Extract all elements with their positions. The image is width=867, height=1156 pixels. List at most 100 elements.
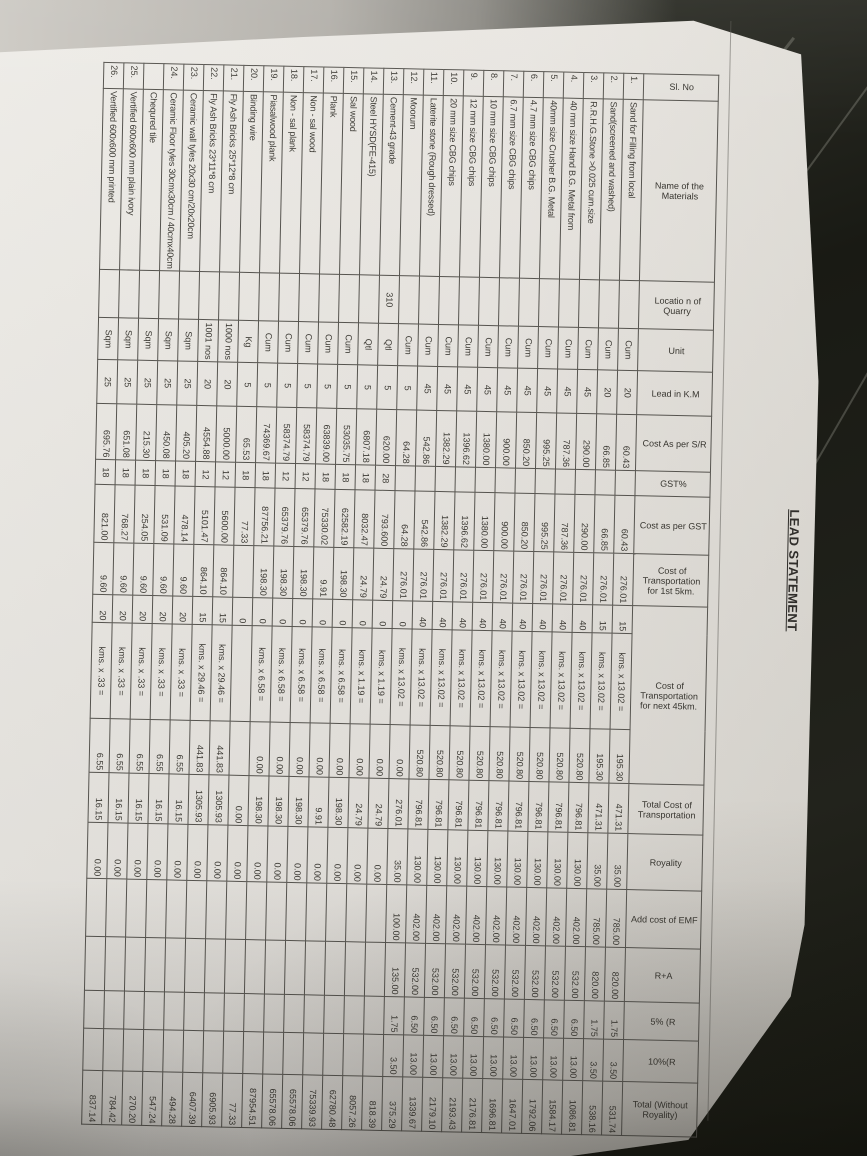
- cell-total_transport: 796.81: [507, 781, 529, 832]
- cell-royality: 0.00: [86, 822, 108, 880]
- cell-quarry: [318, 274, 340, 323]
- cell-sl: 19.: [263, 65, 284, 93]
- cell-cost_sr: 58374.79: [275, 407, 297, 464]
- col-header-r-plus-a: R+A: [624, 947, 701, 1004]
- cell-gst: 12: [274, 463, 296, 489]
- cell-cost_sr: 53035.75: [335, 408, 357, 466]
- cell-total: 1086.81: [561, 1080, 583, 1136]
- cell-formula: kms. x 13.02 =: [410, 629, 433, 726]
- cell-rpa: [264, 940, 286, 995]
- col-header-5-percent: 5% (R: [623, 1001, 700, 1042]
- cell-name: 6.7 mm size CBG chips: [499, 96, 524, 279]
- cell-first5: 276.01: [432, 549, 454, 603]
- cell-first5: 276.01: [472, 550, 494, 604]
- cell-quarry: [418, 276, 440, 325]
- cell-total_transport: 0.00: [227, 775, 249, 826]
- cell-total: 75339.93: [301, 1075, 323, 1130]
- cell-total: 1584.17: [541, 1080, 563, 1135]
- cell-p10: [122, 1029, 144, 1072]
- cell-gst: 18: [354, 465, 376, 491]
- cell-p10: 13.00: [482, 1036, 504, 1080]
- cell-rpa: 135.00: [384, 942, 406, 998]
- cell-quarry: 310: [378, 275, 400, 324]
- cell-rpa: [324, 941, 346, 997]
- cell-kms: 0: [352, 600, 373, 629]
- cell-next45: 0.00: [288, 722, 311, 778]
- cell-kms: 40: [472, 602, 493, 632]
- cell-name: Cement-43 grade: [379, 94, 404, 277]
- cell-sl: 26.: [103, 62, 124, 89]
- cell-lead: 45: [416, 366, 438, 411]
- cell-cost_gst: 62582.19: [333, 489, 355, 549]
- cell-unit: Cum: [317, 322, 339, 365]
- cell-quarry: [458, 277, 480, 326]
- cell-emf: 402.00: [405, 885, 427, 944]
- cell-royality: 0.00: [226, 825, 248, 882]
- col-header-total: Total (Without Royality): [621, 1081, 698, 1138]
- cell-formula: kms. x .33 =: [90, 622, 113, 720]
- cell-total: 2176.81: [461, 1078, 483, 1133]
- cell-p5: 6.50: [463, 998, 485, 1037]
- cell-unit: Sqm: [157, 318, 179, 362]
- cell-gst: [434, 466, 456, 493]
- cell-unit: Cum: [577, 327, 599, 371]
- cell-gst: [474, 467, 496, 494]
- cell-total_transport: 796.81: [547, 782, 569, 833]
- cell-sl: 17.: [303, 66, 324, 94]
- cell-sl: 10.: [443, 69, 464, 96]
- cell-p5: [223, 993, 245, 1032]
- cell-unit: Cum: [537, 326, 559, 370]
- cell-name: Chequred tile: [139, 89, 164, 271]
- cell-p10: 13.00: [542, 1038, 564, 1081]
- cell-formula: kms. x 1.19 =: [370, 628, 393, 725]
- col-header-unit: Unit: [637, 329, 714, 373]
- col-header-total-transport: Total Cost of Transportation: [627, 783, 704, 836]
- cell-sl: 18.: [283, 66, 304, 93]
- cell-royality: 0.00: [306, 827, 328, 884]
- cell-total: 65578.06: [281, 1074, 303, 1130]
- cell-lead: 45: [436, 366, 458, 412]
- cell-p5: 1.75: [383, 996, 405, 1036]
- cell-rpa: 532.00: [564, 946, 586, 1002]
- cell-quarry: [598, 280, 620, 329]
- cell-quarry: [578, 279, 600, 329]
- cell-cost_gst: 478.14: [173, 486, 195, 545]
- cell-p10: [302, 1033, 324, 1076]
- cell-first5: 198.30: [252, 546, 274, 599]
- cell-name: 20 mm size CBG chips: [439, 95, 464, 278]
- cell-p10: 13.00: [422, 1035, 444, 1079]
- cell-lead: 5: [336, 364, 358, 410]
- cell-sl: 16.: [323, 67, 344, 94]
- cell-cost_gst: 87756.21: [253, 488, 275, 547]
- cell-next45: 441.83: [188, 720, 211, 776]
- cell-formula: kms. x .33 =: [110, 623, 133, 720]
- cell-p5: 6.50: [403, 997, 425, 1036]
- cell-royality: 0.00: [246, 825, 268, 883]
- cell-total_transport: 1305.93: [187, 774, 209, 826]
- cell-next45: 520.80: [428, 725, 450, 781]
- cell-name: Fly Ash Bricks 23*11*8 cm: [199, 90, 224, 273]
- cell-rpa: [224, 939, 246, 994]
- cell-unit: Qtl: [357, 323, 379, 366]
- cell-sl: 1.: [623, 73, 644, 100]
- cell-rpa: [184, 938, 206, 994]
- cell-name: 40mm size Crusher B.G. Metal: [539, 97, 564, 280]
- cell-royality: 0.00: [126, 823, 148, 880]
- cell-lead: 20: [216, 362, 238, 407]
- cell-quarry: [358, 275, 380, 324]
- cell-cost_gst: 8032.47: [353, 490, 375, 549]
- cell-emf: [345, 884, 367, 943]
- cell-quarry: [538, 278, 560, 328]
- cell-quarry: [518, 278, 540, 327]
- cell-formula: kms. x 13.02 =: [609, 633, 632, 730]
- cell-cost_gst: 1396.62: [453, 492, 475, 551]
- cell-cost_gst: 793.600: [373, 490, 395, 549]
- cell-sl: 21.: [223, 64, 244, 92]
- cell-royality: 0.00: [326, 827, 348, 885]
- cell-p5: [163, 992, 185, 1031]
- cell-total: 270.20: [121, 1071, 143, 1126]
- cell-next45: 520.80: [408, 725, 430, 780]
- cell-cost_gst: 787.36: [553, 494, 575, 553]
- cell-cost_sr: 995.25: [535, 412, 557, 470]
- cell-kms: 0: [392, 600, 413, 630]
